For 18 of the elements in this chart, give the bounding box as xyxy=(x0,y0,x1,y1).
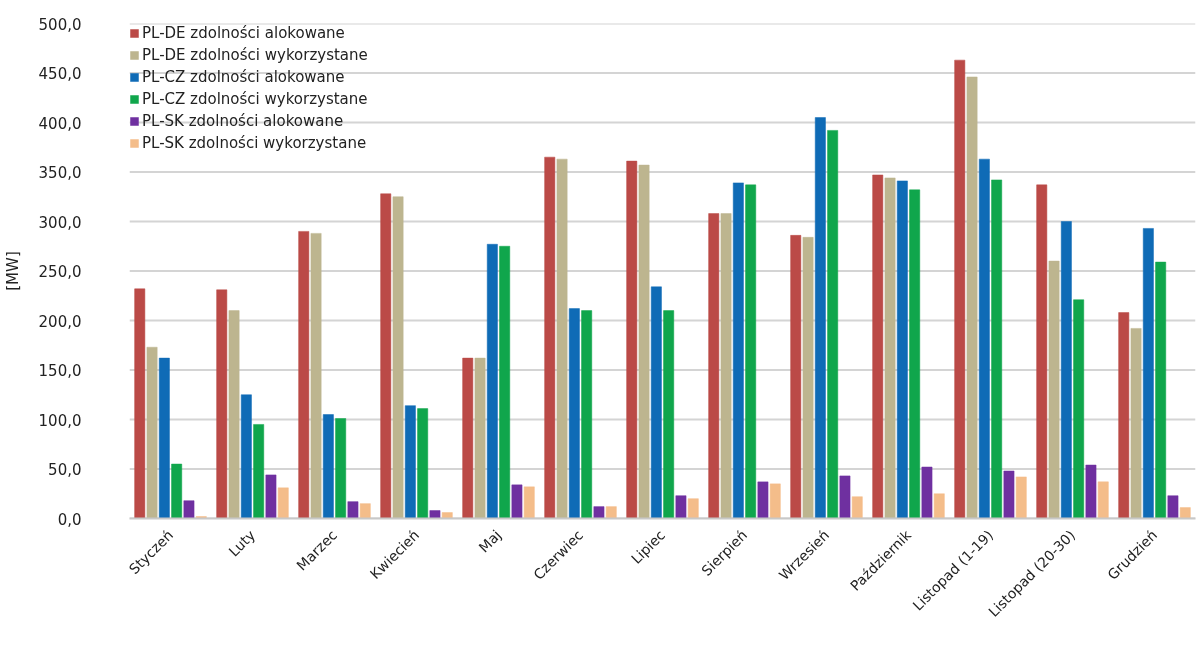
legend-label: PL-CZ zdolności wykorzystane xyxy=(142,89,368,108)
y-tick-label: 200,0 xyxy=(38,312,82,331)
legend-label: PL-DE zdolności alokowane xyxy=(142,23,345,42)
y-tick-label: 500,0 xyxy=(38,15,82,34)
y-tick-label: 400,0 xyxy=(38,114,82,133)
y-tick-label: 0,0 xyxy=(57,510,82,529)
y-tick-label: 450,0 xyxy=(38,65,82,83)
y-tick-label: 150,0 xyxy=(38,362,82,380)
y-tick-label: 250,0 xyxy=(38,263,82,281)
y-tick-label: 100,0 xyxy=(38,411,82,430)
legend-label: PL-SK zdolności alokowane xyxy=(142,111,344,130)
legend-label: PL-CZ zdolności alokowane xyxy=(142,67,345,86)
legend-label: PL-DE zdolności wykorzystane xyxy=(142,45,368,64)
legend-label: PL-SK zdolności wykorzystane xyxy=(142,133,367,152)
y-tick-label: 50,0 xyxy=(48,461,82,479)
y-axis-title: [MW] xyxy=(3,251,22,291)
y-tick-label: 350,0 xyxy=(38,164,82,182)
y-tick-label: 300,0 xyxy=(38,213,82,232)
